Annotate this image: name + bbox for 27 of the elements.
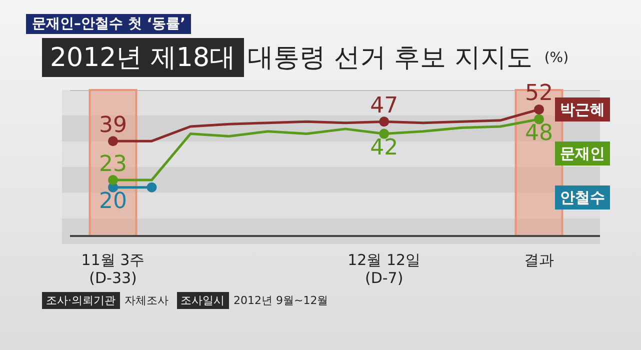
chart-subtitle: 문재인–안철수 첫 ‘동률’ — [26, 14, 192, 34]
x-tick-label: 11월 3주 (D-33) — [81, 250, 145, 287]
x-tick-label: 12월 12일 (D-7) — [348, 250, 421, 287]
data-label: 20 — [99, 189, 127, 214]
series-label: 박근혜 — [560, 100, 605, 118]
data-label: 23 — [99, 152, 127, 177]
data-label: 39 — [99, 112, 127, 138]
x-tick-label: 결과 — [524, 250, 554, 269]
text: 조사일시 — [176, 292, 228, 309]
point — [146, 182, 157, 192]
series-label: 문재인 — [560, 144, 605, 162]
text: 조사·의뢰기관 — [42, 292, 120, 309]
point — [534, 104, 544, 114]
data-label: 42 — [370, 136, 398, 161]
point — [379, 128, 390, 139]
text: 2012년 9월~12월 — [234, 293, 328, 308]
y-axis-title: (%) — [544, 50, 569, 66]
data-label: 47 — [370, 93, 398, 118]
chart-title: 2012년 제18대 대통령 선거 후보 지지도 — [49, 42, 532, 75]
point — [379, 116, 390, 127]
point — [108, 175, 118, 186]
text: 안철수 — [560, 188, 605, 206]
data-label: 48 — [525, 120, 553, 146]
point — [534, 114, 544, 124]
point — [108, 136, 118, 146]
data-label: 52 — [525, 81, 553, 106]
text: 자체조사 — [124, 293, 168, 308]
